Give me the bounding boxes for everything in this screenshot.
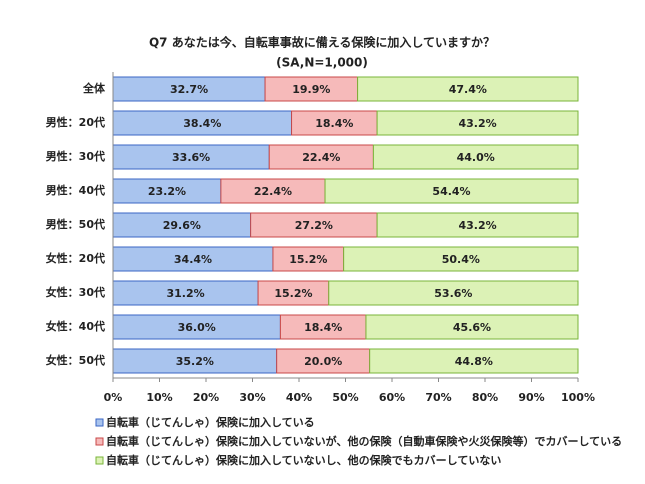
value-label: 36.0% xyxy=(178,321,216,334)
value-label: 54.4% xyxy=(432,185,470,198)
value-label: 50.4% xyxy=(442,253,480,266)
y-tick-label: 女性：50代 xyxy=(46,353,105,367)
value-label: 43.2% xyxy=(458,219,496,232)
legend-label: 自転車（じてんしゃ）保険に加入している xyxy=(106,415,315,429)
value-label: 33.6% xyxy=(172,151,210,164)
bar-segment xyxy=(264,76,359,102)
y-tick-label: 男性：20代 xyxy=(46,115,105,129)
bar-segment xyxy=(343,246,579,272)
y-tick-label: 男性：30代 xyxy=(46,149,105,163)
value-label: 22.4% xyxy=(254,185,292,198)
value-label: 38.4% xyxy=(183,117,221,130)
x-tick-label: 0% xyxy=(104,391,123,404)
chart-subtitle: (SA,N=1,000) xyxy=(276,56,368,70)
x-tick-label: 80% xyxy=(472,391,498,404)
value-label: 44.8% xyxy=(455,355,493,368)
bar-segment xyxy=(376,110,579,136)
value-label: 29.6% xyxy=(163,219,201,232)
bar-segment xyxy=(279,314,367,340)
bar-segment xyxy=(328,280,579,306)
value-label: 44.0% xyxy=(457,151,495,164)
x-tick-label: 70% xyxy=(425,391,451,404)
value-label: 18.4% xyxy=(315,117,353,130)
x-tick-label: 60% xyxy=(379,391,405,404)
x-tick-label: 90% xyxy=(518,391,544,404)
y-tick-label: 女性：40代 xyxy=(46,319,105,333)
bar-segment xyxy=(112,348,278,374)
legend-label: 自転車（じてんしゃ）保険に加入していないが、他の保険（自動車保険や火災保険等）で… xyxy=(106,434,622,448)
x-tick-label: 50% xyxy=(332,391,358,404)
legend-label: 自転車（じてんしゃ）保険に加入していないし、他の保険でもカバーしていない xyxy=(106,453,501,467)
bar-segment xyxy=(112,280,259,306)
value-label: 45.6% xyxy=(453,321,491,334)
bar-segment xyxy=(112,212,252,238)
bar-segment xyxy=(372,144,579,170)
bar-segment xyxy=(357,76,579,102)
bar-segment xyxy=(376,212,579,238)
chart-title: Q7 あなたは今、自転車事故に備える保険に加入していますか？ xyxy=(149,35,495,50)
value-label: 53.6% xyxy=(434,287,472,300)
value-label: 27.2% xyxy=(295,219,333,232)
value-label: 18.4% xyxy=(304,321,342,334)
value-label: 19.9% xyxy=(292,83,330,96)
value-label: 43.2% xyxy=(458,117,496,130)
bar-segment xyxy=(324,178,579,204)
bar-segment xyxy=(369,348,579,374)
legend-swatch xyxy=(95,418,104,427)
x-tick-label: 40% xyxy=(286,391,312,404)
value-label: 23.2% xyxy=(148,185,186,198)
value-label: 20.0% xyxy=(304,355,342,368)
bar-segment xyxy=(291,110,378,136)
bar-segment xyxy=(112,178,222,204)
y-tick-label: 女性：20代 xyxy=(46,251,105,265)
bar-segment xyxy=(112,144,270,170)
value-label: 32.7% xyxy=(170,83,208,96)
x-tick-label: 100% xyxy=(561,391,595,404)
legend-swatch xyxy=(95,456,104,465)
x-tick-label: 20% xyxy=(193,391,219,404)
bar-segment xyxy=(257,280,330,306)
y-tick-label: 男性：50代 xyxy=(46,217,105,231)
value-label: 34.4% xyxy=(174,253,212,266)
bar-segment xyxy=(112,314,281,340)
x-tick-label: 10% xyxy=(146,391,172,404)
value-label: 31.2% xyxy=(166,287,204,300)
value-label: 35.2% xyxy=(176,355,214,368)
value-label: 22.4% xyxy=(302,151,340,164)
y-tick-label: 女性：30代 xyxy=(46,285,105,299)
x-tick-label: 30% xyxy=(239,391,265,404)
value-label: 15.2% xyxy=(289,253,327,266)
y-tick-label: 男性：40代 xyxy=(46,183,105,197)
value-label: 15.2% xyxy=(274,287,312,300)
bar-segment xyxy=(272,246,345,272)
legend-swatch xyxy=(95,437,104,446)
value-label: 47.4% xyxy=(449,83,487,96)
bar-segment xyxy=(250,212,378,238)
bar-segment xyxy=(268,144,374,170)
bar-segment xyxy=(365,314,579,340)
y-tick-label: 全体 xyxy=(82,81,106,95)
